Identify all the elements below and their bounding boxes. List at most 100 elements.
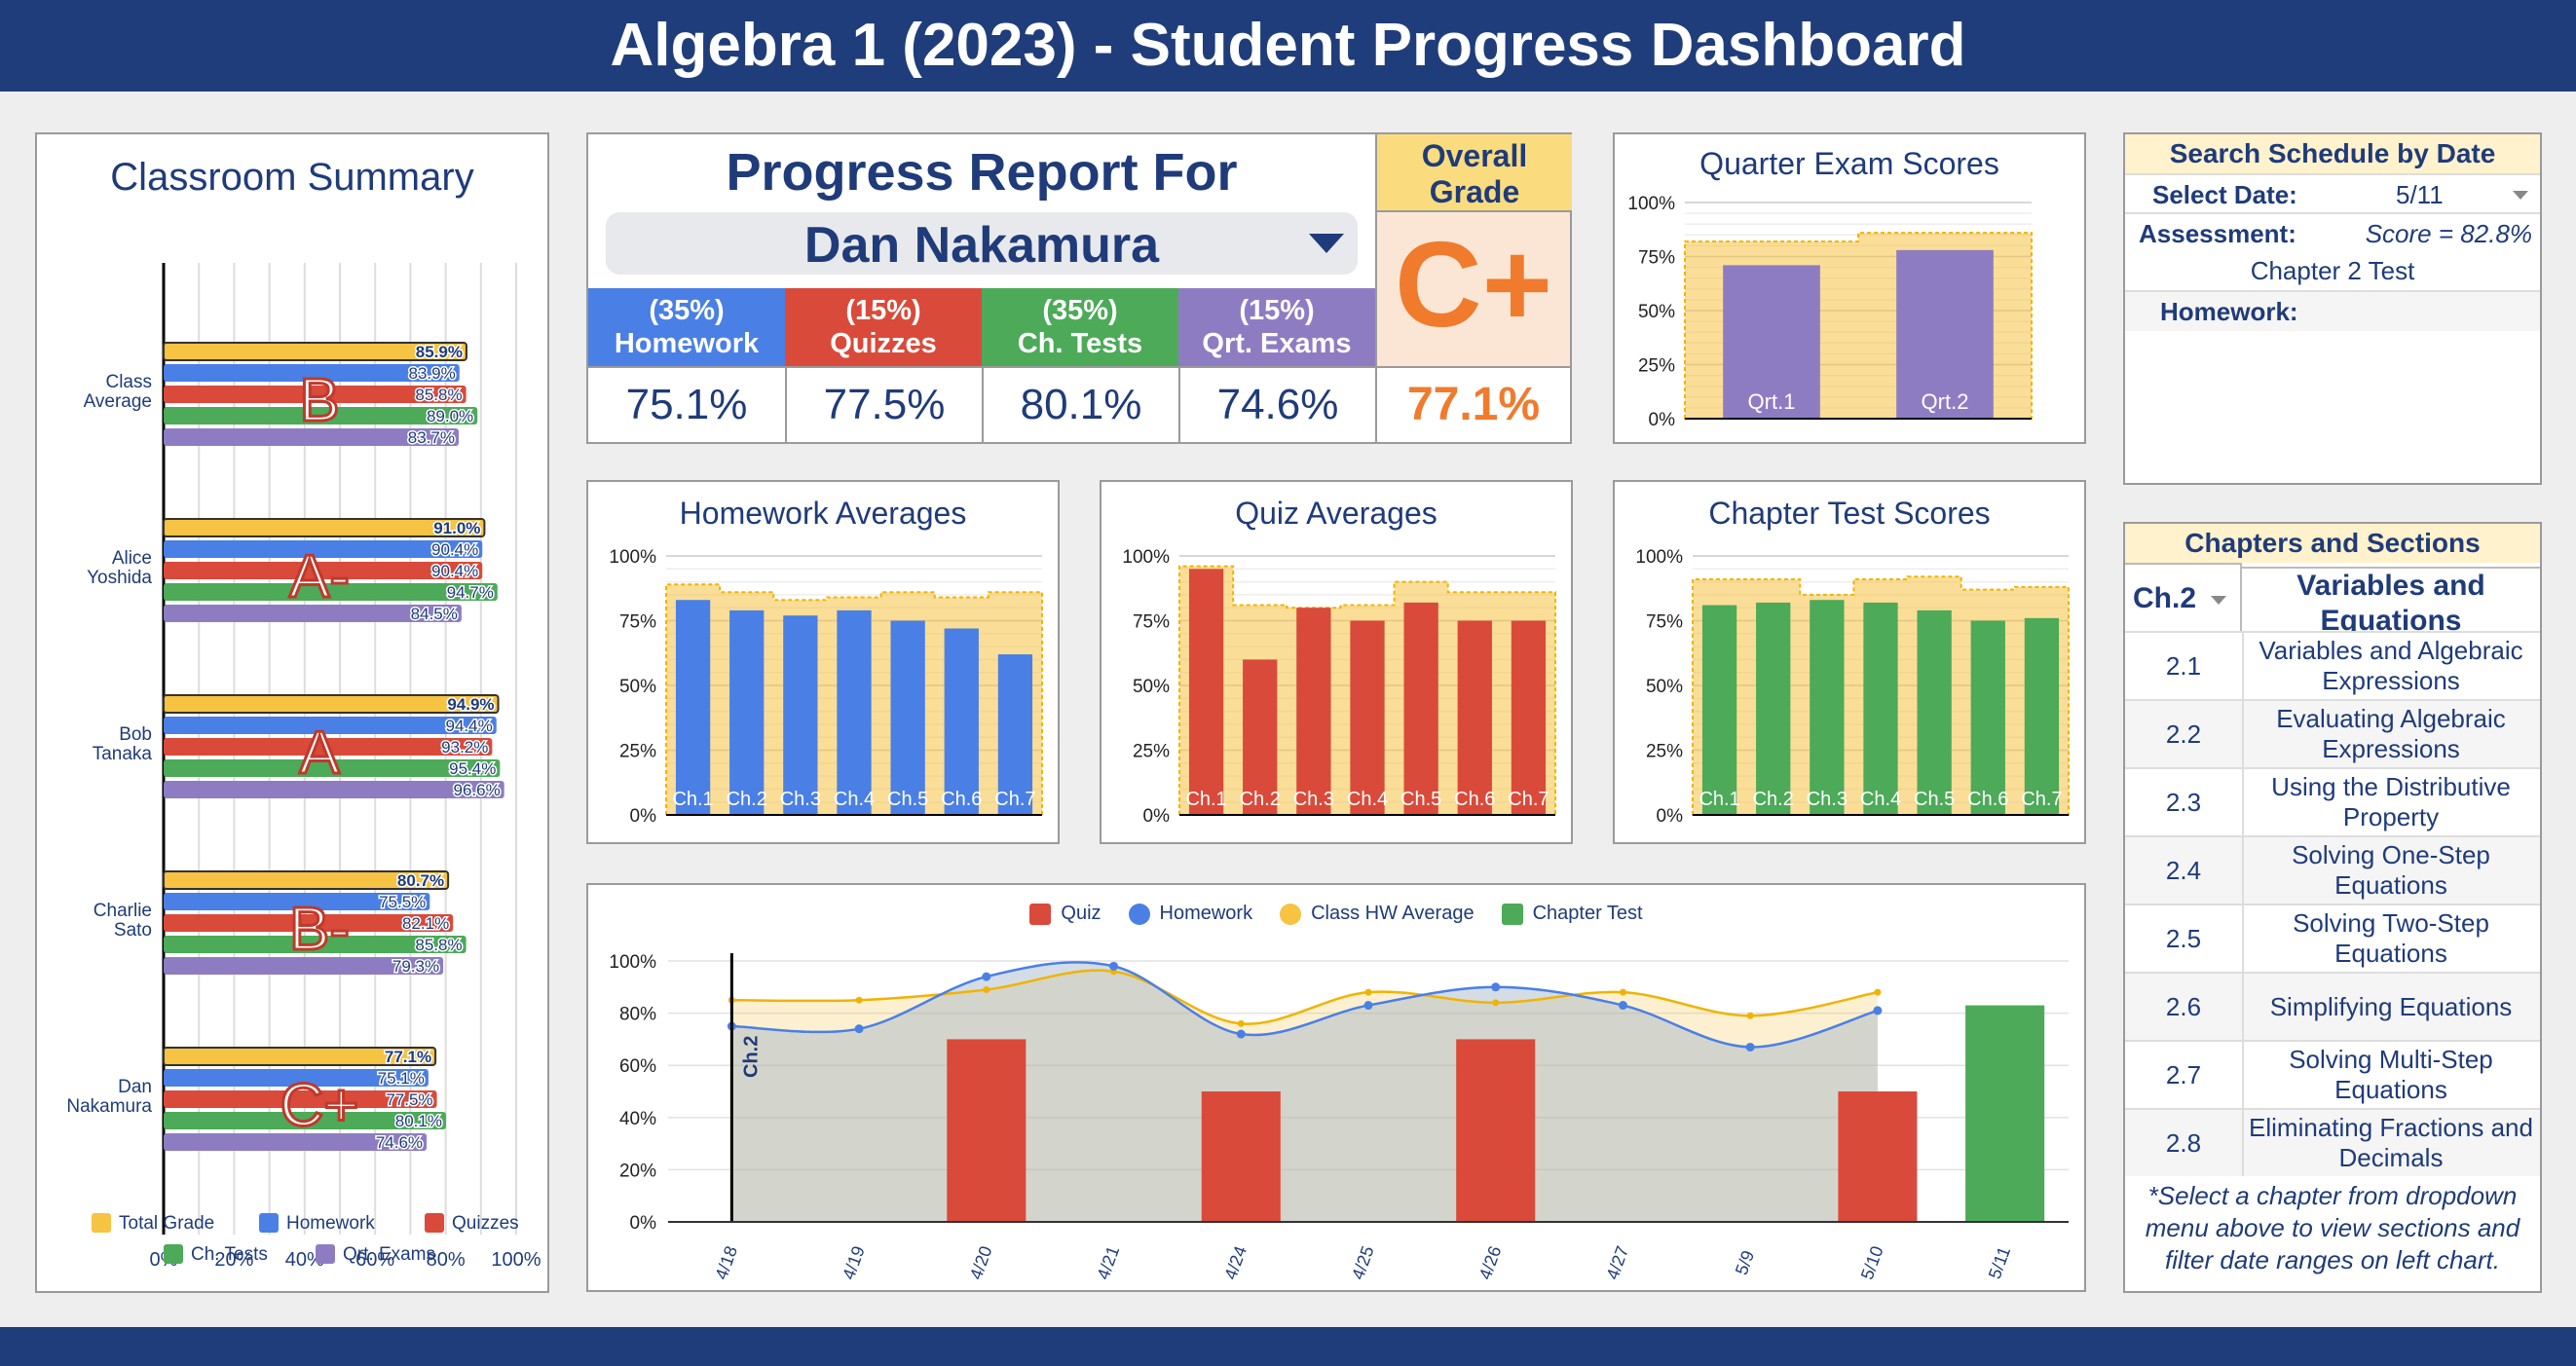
y-tick-label: 40% <box>619 1109 656 1129</box>
summary-bar-label: 85.8% <box>415 386 462 404</box>
y-tick-label: 50% <box>1638 302 1675 322</box>
x-tick-label: 4/27 <box>1602 1243 1632 1282</box>
category-header-quizzes: (15%) Quizzes <box>785 288 982 366</box>
homework-point <box>1491 982 1501 992</box>
student-name-line1: Bob <box>119 724 152 745</box>
legend-label: Ch. Tests <box>191 1244 268 1265</box>
chapter-select[interactable]: Ch.2 <box>2125 563 2242 631</box>
y-tick-label: 0% <box>630 1213 657 1234</box>
student-name-line1: Dan <box>118 1077 152 1097</box>
class-hw-avg-point <box>1237 1019 1245 1027</box>
class-hw-avg-point <box>1746 1012 1754 1019</box>
category-label: Ch.5 <box>887 789 928 810</box>
quiz-bar <box>1456 1039 1536 1222</box>
classroom-summary-chart: 0%20%40%60%80%100%85.9%83.9%85.8%89.0%83… <box>66 263 541 1271</box>
category-header-qrt-exams: (15%) Qrt. Exams <box>1178 288 1375 366</box>
category-label: Ch.2 <box>1753 789 1794 810</box>
summary-bar <box>164 1090 437 1108</box>
timeline-chart: 0% 20% 40% 60% 80% 100% Ch.2 4/18 4/19 4/20 4/21 4/… <box>609 952 2069 1282</box>
summary-bar <box>164 759 501 777</box>
y-tick-label: 50% <box>619 677 656 697</box>
chapter-name: Variables and Equations <box>2242 567 2540 637</box>
summary-bar-label: 83.7% <box>408 428 455 447</box>
student-grade-letter: C+ <box>280 1072 359 1139</box>
timeline-legend-item: Class HW Average <box>1280 903 1475 925</box>
category-weight: (15%) <box>1239 295 1315 326</box>
chevron-down-icon <box>2513 191 2528 200</box>
y-tick-label: 0% <box>1657 806 1684 827</box>
category-label: Ch.5 <box>1400 789 1441 810</box>
x-tick-label: 5/10 <box>1857 1243 1887 1282</box>
category-label: Ch.4 <box>834 789 875 810</box>
class-hw-avg-point <box>1874 988 1882 996</box>
x-tick-label: 40% <box>285 1249 324 1271</box>
student-name-line1: Charlie <box>93 901 152 921</box>
legend-swatch <box>316 1244 335 1264</box>
category-value: 80.1% <box>982 366 1178 442</box>
category-label: Ch.1 <box>1699 789 1739 810</box>
legend-swatch <box>1280 903 1302 925</box>
student-name-line2: Average <box>84 391 152 412</box>
homework-point <box>854 1024 864 1034</box>
bar <box>1723 265 1820 419</box>
y-tick-label: 25% <box>1638 356 1675 377</box>
section-row: 2.3 Using the Distributive Property <box>2125 767 2540 835</box>
y-tick-label: 75% <box>1638 248 1675 269</box>
bar <box>890 620 925 815</box>
classroom-summary-title: Classroom Summary <box>110 156 474 199</box>
category-label: Ch.6 <box>1454 789 1495 810</box>
bar <box>1243 659 1278 815</box>
category-label: Ch.6 <box>941 789 982 810</box>
progress-report-panel: Progress Report For Dan Nakamura (35%) Ho… <box>586 132 1572 444</box>
legend-label: Chapter Test <box>1532 903 1643 924</box>
y-tick-label: 60% <box>619 1056 656 1077</box>
student-select[interactable]: Dan Nakamura <box>606 212 1358 275</box>
student-grade-letter: B- <box>289 896 350 963</box>
x-tick-label: 4/18 <box>711 1243 741 1282</box>
section-row: 2.1 Variables and Algebraic Expressions <box>2125 631 2540 699</box>
class-hw-avg-point <box>855 996 863 1004</box>
date-select[interactable]: Select Date: 5/11 <box>2125 173 2540 214</box>
chapters-panel: Chapters and Sections Ch.2 Variables and… <box>2123 522 2542 1293</box>
legend-label: Quizzes <box>452 1213 519 1234</box>
bar <box>2024 617 2060 815</box>
progress-report-title: Progress Report For <box>726 143 1238 202</box>
section-name: Solving Two-Step Equations <box>2293 908 2489 968</box>
bar <box>1917 609 1952 815</box>
summary-bar-label: 94.7% <box>447 583 494 602</box>
summary-bar <box>164 957 444 975</box>
section-row: 2.4 Solving One-Step Equations <box>2125 835 2540 904</box>
category-label: Qrt.2 <box>1922 389 1969 414</box>
x-tick-label: 5/11 <box>1985 1244 2014 1282</box>
category-value: 74.6% <box>1178 366 1375 442</box>
bar <box>1296 608 1331 815</box>
class-hw-avg-point <box>1619 988 1626 996</box>
summary-bar <box>163 870 450 890</box>
category-label: Qrt.1 <box>1748 389 1796 414</box>
quiz-avg-panel: Quiz Averages 0% 25% 50% 75% 100% Ch.1 Ch.2 Ch.… <box>1100 480 1573 844</box>
category-label: Ch.7 <box>1508 789 1549 810</box>
y-tick-label: 75% <box>1646 612 1683 633</box>
y-tick-label: 20% <box>619 1161 656 1181</box>
summary-bar <box>164 738 493 756</box>
bar <box>1511 620 1547 815</box>
bar <box>1863 602 1898 815</box>
legend-label: Class HW Average <box>1311 903 1475 924</box>
homework-avg-title: Homework Averages <box>679 496 967 531</box>
section-name: Using the Distributive Property <box>2271 772 2511 831</box>
overall-label-1: Overall <box>1421 138 1528 173</box>
bar <box>1970 620 2005 815</box>
quiz-bar <box>947 1039 1027 1222</box>
category-weight: (15%) <box>845 295 921 326</box>
summary-bar <box>164 781 504 798</box>
bar <box>1188 569 1224 815</box>
homework-line <box>731 961 1879 1049</box>
x-tick-label: 5/9 <box>1732 1248 1758 1277</box>
category-name: Quizzes <box>830 328 937 359</box>
bar <box>1403 602 1438 815</box>
category-label: Ch.1 <box>1185 789 1226 810</box>
legend-label: Qrt. Exams <box>343 1244 435 1265</box>
summary-bar-label: 94.4% <box>446 717 493 735</box>
x-tick-label: 100% <box>491 1249 541 1271</box>
assessment-row: Assessment: Score = 82.8% <box>2125 212 2540 253</box>
